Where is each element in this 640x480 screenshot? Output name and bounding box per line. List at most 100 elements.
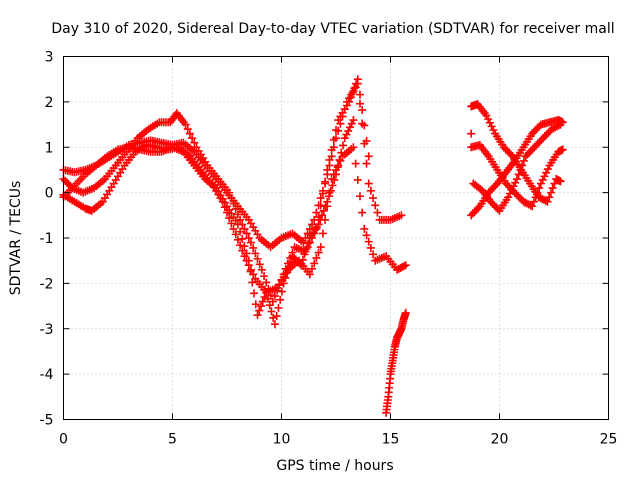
data-point	[251, 300, 260, 309]
data-point	[366, 186, 375, 195]
data-point	[397, 211, 406, 220]
data-point	[326, 186, 335, 195]
data-point	[362, 231, 371, 240]
data-point	[540, 172, 549, 181]
data-point	[257, 265, 266, 274]
data-point	[485, 118, 494, 127]
data-point	[543, 165, 552, 174]
data-point	[319, 206, 328, 215]
data-point	[539, 195, 548, 204]
data-point	[488, 184, 497, 193]
data-point	[277, 287, 286, 296]
data-point	[512, 190, 521, 199]
data-point	[353, 75, 362, 84]
data-point	[558, 145, 567, 154]
data-point	[304, 239, 313, 248]
data-point	[491, 181, 500, 190]
data-point	[231, 230, 240, 239]
data-point	[314, 248, 323, 257]
data-point	[316, 243, 325, 252]
data-point	[262, 288, 271, 297]
data-point	[279, 270, 288, 279]
data-point	[396, 263, 405, 272]
data-point	[511, 178, 520, 187]
data-point	[512, 175, 521, 184]
data-point	[536, 194, 545, 203]
data-point	[472, 205, 481, 214]
data-point	[263, 294, 272, 303]
data-point	[528, 129, 537, 138]
data-point	[236, 227, 245, 236]
data-point	[355, 90, 364, 99]
x-tick-label: 25	[600, 432, 618, 448]
series-track-b	[59, 140, 410, 297]
data-point	[238, 234, 247, 243]
data-point	[236, 241, 245, 250]
data-point	[332, 126, 340, 135]
data-point	[314, 220, 323, 229]
data-point	[545, 193, 554, 202]
data-point	[536, 179, 545, 188]
data-point	[316, 215, 325, 224]
y-tick-label: -3	[40, 322, 54, 338]
data-point	[244, 234, 253, 242]
data-point	[279, 279, 288, 288]
data-point	[516, 165, 525, 174]
grid	[63, 56, 609, 420]
data-point	[401, 261, 410, 270]
data-point	[284, 263, 293, 272]
data-point	[486, 186, 495, 195]
data-point	[327, 145, 336, 154]
data-point	[270, 292, 279, 301]
data-point	[533, 139, 542, 148]
data-point	[364, 152, 373, 161]
data-point	[240, 242, 249, 251]
data-point	[489, 183, 498, 192]
data-point	[535, 137, 544, 146]
data-point	[305, 270, 314, 279]
data-point	[470, 207, 479, 216]
data-point	[523, 150, 532, 159]
x-axis-label: GPS time / hours	[276, 458, 393, 474]
data-point	[393, 265, 402, 274]
data-point	[297, 261, 306, 270]
data-point	[225, 188, 234, 197]
data-point	[253, 311, 262, 320]
data-point	[274, 303, 283, 312]
data-point	[312, 208, 321, 217]
data-point	[535, 184, 544, 193]
data-point	[62, 178, 71, 187]
data-point	[267, 307, 276, 316]
data-point	[467, 211, 476, 220]
data-point	[330, 175, 339, 184]
data-point	[257, 302, 266, 311]
series-outlier	[467, 129, 476, 138]
data-point	[487, 122, 496, 131]
data-point	[308, 264, 317, 273]
data-point	[255, 306, 264, 315]
data-point	[265, 301, 274, 310]
data-point	[484, 115, 493, 124]
data-point	[533, 124, 542, 133]
data-point	[506, 150, 515, 159]
data-point	[521, 152, 530, 161]
data-point	[366, 243, 375, 252]
data-point	[482, 111, 491, 120]
data-point	[528, 145, 537, 154]
data-point	[238, 246, 247, 255]
data-point	[344, 126, 353, 135]
data-point	[353, 175, 362, 184]
data-point	[229, 199, 238, 208]
data-point	[355, 99, 364, 108]
data-point	[329, 135, 338, 144]
axis-ticks	[63, 56, 609, 420]
data-point	[537, 135, 546, 144]
data-point	[345, 123, 354, 132]
data-point	[541, 196, 550, 205]
data-point	[325, 155, 334, 164]
data-point	[272, 312, 281, 321]
data-point	[190, 138, 199, 147]
data-point	[244, 256, 253, 265]
data-point	[328, 181, 337, 190]
